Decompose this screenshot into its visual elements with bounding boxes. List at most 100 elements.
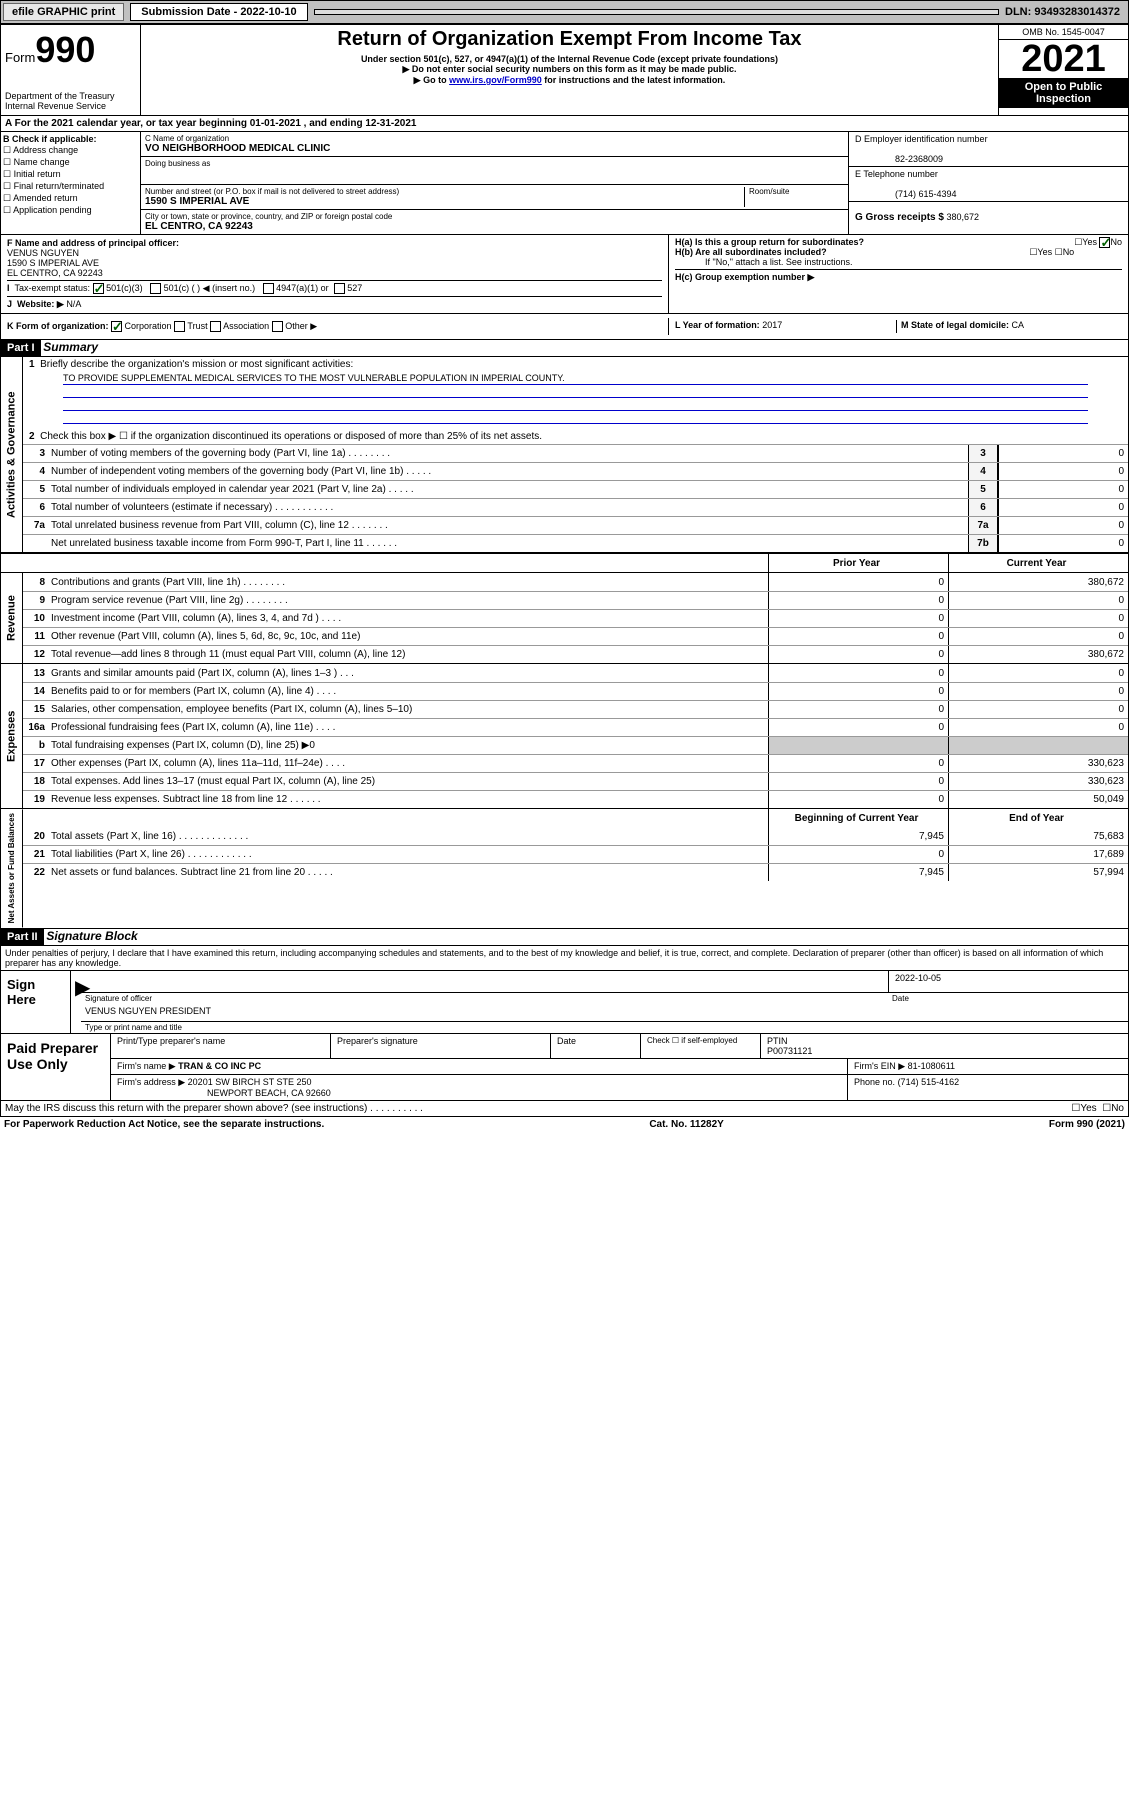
block-b-label: B Check if applicable: — [3, 134, 97, 144]
firm-addr-label: Firm's address ▶ — [117, 1077, 185, 1087]
ha-yes: Yes — [1082, 237, 1097, 247]
line-j: J Website: ▶ N/A — [7, 296, 662, 310]
sig-date: 2022-10-05 — [888, 971, 1128, 992]
gross-label: G Gross receipts $ — [855, 212, 944, 223]
ptin-value: P00731121 — [767, 1046, 812, 1056]
tax-exempt-label: Tax-exempt status: — [15, 283, 91, 293]
opt-4947: 4947(a)(1) or — [276, 283, 329, 293]
line-lm: L Year of formation: 2017 M State of leg… — [668, 318, 1128, 335]
sign-body: ▶ 2022-10-05 Signature of officer Date V… — [71, 971, 1128, 1033]
page-footer: For Paperwork Reduction Act Notice, see … — [0, 1117, 1129, 1132]
opt-other: Other ▶ — [285, 321, 317, 331]
chk-final-return[interactable]: ☐ Final return/terminated — [3, 181, 138, 192]
year-formation: 2017 — [762, 320, 782, 330]
form990-link[interactable]: www.irs.gov/Form990 — [449, 75, 542, 85]
firm-ein-label: Firm's EIN ▶ — [854, 1061, 905, 1071]
form-header: Form990 Department of the Treasury Inter… — [0, 24, 1129, 116]
line-klm: K Form of organization: Corporation Trus… — [0, 314, 1129, 340]
sub3-post: for instructions and the latest informat… — [542, 75, 726, 85]
chk-application-pending[interactable]: ☐ Application pending — [3, 205, 138, 216]
chk-corporation[interactable] — [111, 321, 122, 332]
summary-line: 5Total number of individuals employed in… — [23, 480, 1128, 498]
room-label: Room/suite — [749, 187, 789, 196]
paid-label: Paid Preparer Use Only — [1, 1034, 111, 1100]
summary-expenses: Expenses 13Grants and similar amounts pa… — [0, 664, 1129, 809]
perjury-text: Under penalties of perjury, I declare th… — [0, 946, 1129, 971]
chk-501c3[interactable] — [93, 283, 104, 294]
form-title: Return of Organization Exempt From Incom… — [147, 28, 992, 51]
org-name: VO NEIGHBORHOOD MEDICAL CLINIC — [145, 143, 330, 154]
summary-line: 13Grants and similar amounts paid (Part … — [23, 664, 1128, 682]
chk-527[interactable] — [334, 283, 345, 294]
summary-line: 19Revenue less expenses. Subtract line 1… — [23, 790, 1128, 808]
header-right: OMB No. 1545-0047 2021 Open to Public In… — [998, 25, 1128, 115]
tax-year: 2021 — [999, 40, 1128, 78]
summary-net-headers: Net Assets or Fund Balances Beginning of… — [0, 809, 1129, 928]
summary-line: 12Total revenue—add lines 8 through 11 (… — [23, 645, 1128, 663]
summary-line: 10Investment income (Part VIII, column (… — [23, 609, 1128, 627]
chk-label-3: Final return/terminated — [14, 181, 105, 191]
opt-501c: 501(c) ( ) ◀ (insert no.) — [164, 283, 255, 293]
block-deg: D Employer identification number 82-2368… — [848, 132, 1128, 234]
col-current: Current Year — [948, 554, 1128, 572]
summary-line: 22Net assets or fund balances. Subtract … — [23, 863, 1128, 881]
street-value: 1590 S IMPERIAL AVE — [145, 196, 249, 207]
ha-no: No — [1110, 237, 1122, 247]
header-middle: Return of Organization Exempt From Incom… — [141, 25, 998, 115]
summary-line: 21Total liabilities (Part X, line 26) . … — [23, 845, 1128, 863]
paid-preparer-block: Paid Preparer Use Only Print/Type prepar… — [0, 1034, 1129, 1101]
line-a-text: For the 2021 calendar year, or tax year … — [15, 118, 417, 129]
gov-body: 1 Briefly describe the organization's mi… — [23, 357, 1128, 552]
chk-501c[interactable] — [150, 283, 161, 294]
dept-treasury: Department of the Treasury — [5, 91, 136, 101]
paid-row1: Print/Type preparer's name Preparer's si… — [111, 1034, 1128, 1059]
form-number: Form990 — [5, 29, 136, 71]
ptin-label: PTIN — [767, 1036, 788, 1046]
chk-initial-return[interactable]: ☐ Initial return — [3, 169, 138, 180]
ha-label: H(a) Is this a group return for subordin… — [675, 237, 864, 247]
firm-phone-label: Phone no. — [854, 1077, 895, 1087]
block-fij-left: F Name and address of principal officer:… — [1, 235, 668, 313]
efile-print-button[interactable]: efile GRAPHIC print — [3, 3, 124, 21]
city-value: EL CENTRO, CA 92243 — [145, 221, 253, 232]
chk-other[interactable] — [272, 321, 283, 332]
discuss-row: May the IRS discuss this return with the… — [0, 1101, 1129, 1117]
sign-here-label: Sign Here — [1, 971, 71, 1033]
street-label: Number and street (or P.O. box if mail i… — [145, 187, 399, 196]
side-netassets: Net Assets or Fund Balances — [1, 809, 23, 927]
chk-name-change[interactable]: ☐ Name change — [3, 157, 138, 168]
part1-header: Part I Summary — [0, 340, 1129, 357]
side-governance: Activities & Governance — [1, 357, 23, 552]
discuss-text: May the IRS discuss this return with the… — [5, 1103, 1071, 1114]
chk-ha-no[interactable] — [1099, 237, 1110, 248]
subtitle-3: ▶ Go to www.irs.gov/Form990 for instruct… — [147, 75, 992, 86]
officer-city: EL CENTRO, CA 92243 — [7, 268, 103, 278]
sign-block: Sign Here ▶ 2022-10-05 Signature of offi… — [0, 971, 1129, 1034]
sub3-pre: ▶ Go to — [414, 75, 449, 85]
hc-label: H(c) Group exemption number ▶ — [675, 272, 814, 282]
chk-label-0: Address change — [13, 145, 78, 155]
summary-line: 15Salaries, other compensation, employee… — [23, 700, 1128, 718]
chk-association[interactable] — [210, 321, 221, 332]
chk-4947[interactable] — [263, 283, 274, 294]
subtitle-2: ▶ Do not enter social security numbers o… — [147, 64, 992, 75]
open-inspection: Open to Public Inspection — [999, 78, 1128, 108]
sig-officer-line[interactable] — [81, 971, 888, 992]
mission-line2 — [63, 386, 1088, 398]
summary-col-headers: Prior Year Current Year — [0, 553, 1129, 573]
chk-trust[interactable] — [174, 321, 185, 332]
chk-address-change[interactable]: ☐ Address change — [3, 145, 138, 156]
gross-value: 380,672 — [946, 212, 979, 222]
line-a-taxyear: A For the 2021 calendar year, or tax yea… — [0, 116, 1129, 132]
mission-text: TO PROVIDE SUPPLEMENTAL MEDICAL SERVICES… — [63, 373, 1088, 385]
hb-note: If "No," attach a list. See instructions… — [675, 257, 1122, 267]
part2-code: Part II — [1, 929, 44, 945]
summary-line: 16aProfessional fundraising fees (Part I… — [23, 718, 1128, 736]
col-prior: Prior Year — [768, 554, 948, 572]
dba-label: Doing business as — [145, 159, 210, 168]
hb-row: H(b) Are all subordinates included? ☐Yes… — [675, 247, 1122, 257]
block-e: E Telephone number (714) 615-4394 — [849, 167, 1128, 202]
chk-amended-return[interactable]: ☐ Amended return — [3, 193, 138, 204]
block-f: F Name and address of principal officer:… — [7, 238, 662, 278]
rev-body: 8Contributions and grants (Part VIII, li… — [23, 573, 1128, 663]
